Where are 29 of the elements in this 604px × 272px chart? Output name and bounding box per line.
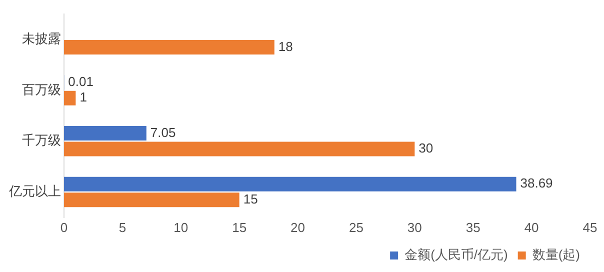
x-tick-label: 45 — [582, 220, 598, 235]
x-tick-label: 5 — [118, 220, 126, 235]
data-label: 1 — [80, 90, 87, 105]
bar — [64, 126, 146, 140]
data-label: 0.01 — [68, 74, 94, 89]
data-label: 7.05 — [150, 124, 176, 140]
data-label: 18 — [278, 38, 293, 54]
x-tick-label: 20 — [290, 220, 306, 235]
legend-label: 金额(人民币/亿元) — [404, 247, 508, 262]
bar — [64, 176, 516, 192]
bar — [64, 142, 415, 156]
data-label: 15 — [243, 191, 258, 206]
bar — [64, 40, 274, 55]
legend-label: 数量(起) — [532, 247, 580, 262]
x-tick-label: 25 — [348, 220, 364, 235]
x-tick-label: 35 — [466, 220, 480, 235]
bar — [64, 90, 76, 106]
y-tick-label: 未披露 — [22, 31, 61, 46]
x-tick-label: 15 — [232, 220, 247, 235]
x-tick-label: 30 — [407, 220, 422, 235]
x-tick-label: 10 — [174, 220, 188, 235]
y-tick-label: 百万级 — [22, 82, 61, 97]
data-label: 38.69 — [520, 176, 553, 191]
y-tick-label: 千万级 — [22, 132, 61, 148]
y-tick-label: 亿元以上 — [8, 184, 61, 199]
bar — [64, 192, 240, 208]
x-tick-label: 0 — [60, 220, 68, 235]
x-tick-label: 40 — [524, 220, 539, 235]
data-label: 30 — [418, 140, 434, 156]
